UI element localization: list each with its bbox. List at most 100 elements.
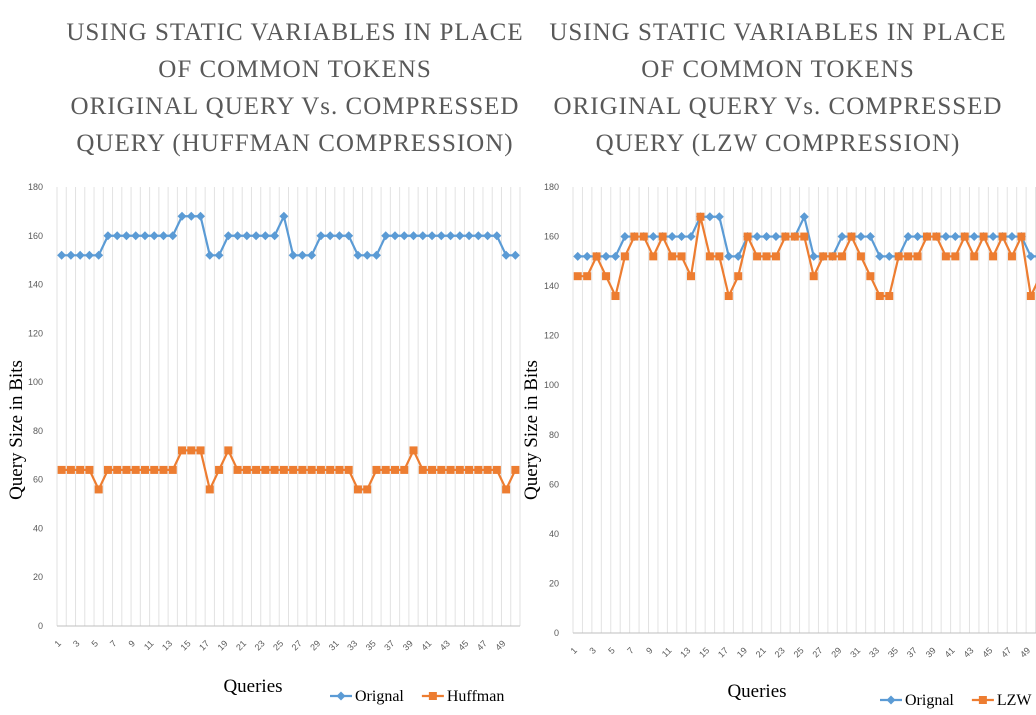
marker: [762, 232, 772, 242]
marker: [446, 465, 455, 474]
x-tick-label: 7: [108, 638, 119, 649]
marker: [809, 251, 819, 261]
marker: [57, 250, 67, 260]
marker: [960, 232, 969, 241]
x-tick-label: 11: [660, 645, 674, 659]
legend-label: Orignal: [905, 692, 954, 709]
marker: [418, 465, 427, 474]
marker: [492, 231, 502, 241]
marker: [418, 231, 428, 241]
marker: [687, 272, 695, 281]
marker: [610, 251, 620, 261]
marker: [353, 250, 363, 260]
chart-title: ORIGINAL QUERY Vs. COMPRESSED: [554, 93, 1003, 120]
marker: [158, 231, 168, 241]
marker: [686, 232, 696, 242]
marker: [261, 465, 270, 474]
chart-title: QUERY (LZW COMPRESSION): [596, 130, 961, 157]
x-tick-label: 9: [644, 645, 655, 656]
marker: [970, 252, 979, 261]
marker: [602, 272, 611, 281]
marker: [923, 232, 931, 241]
x-tick-label: 17: [716, 645, 730, 659]
marker: [1026, 251, 1036, 261]
x-tick-label: 47: [999, 645, 1013, 659]
marker: [252, 465, 261, 474]
x-tick-label: 49: [493, 638, 507, 652]
marker: [989, 252, 998, 261]
marker: [913, 252, 922, 261]
marker: [474, 465, 483, 474]
x-tick-label: 23: [773, 645, 787, 659]
marker: [724, 251, 734, 261]
x-tick-label: 43: [438, 638, 452, 652]
marker: [205, 485, 214, 494]
marker: [168, 465, 177, 474]
marker: [583, 272, 592, 281]
x-tick-label: 33: [867, 645, 881, 659]
marker: [1026, 292, 1035, 301]
x-tick-label: 45: [456, 638, 470, 652]
chart: USING STATIC VARIABLES IN PLACE OF COMMON…: [521, 19, 1036, 709]
marker: [752, 232, 762, 242]
marker: [904, 252, 913, 261]
y-tick-label: 40: [549, 529, 559, 539]
x-tick-label: 49: [1018, 645, 1032, 659]
x-tick-label: 43: [961, 645, 975, 659]
marker: [381, 231, 391, 241]
marker: [800, 232, 809, 241]
x-tick-label: 1: [569, 645, 580, 656]
marker: [289, 465, 298, 474]
marker: [437, 465, 446, 474]
marker: [223, 231, 233, 241]
y-tick-label: 180: [544, 182, 559, 192]
marker: [501, 250, 511, 260]
marker: [94, 485, 103, 494]
marker: [837, 232, 847, 242]
marker: [573, 251, 583, 261]
marker: [866, 272, 875, 281]
marker: [149, 231, 159, 241]
x-tick-label: 1: [52, 638, 63, 649]
x-tick-label: 29: [829, 645, 843, 659]
marker: [122, 465, 131, 474]
marker: [131, 465, 140, 474]
marker: [828, 252, 837, 261]
marker: [307, 250, 317, 260]
marker: [436, 231, 446, 241]
chart-title: OF COMMON TOKENS: [641, 56, 914, 83]
marker: [103, 465, 112, 474]
y-tick-label: 80: [549, 430, 559, 440]
marker: [224, 446, 233, 455]
x-tick-label: 7: [625, 645, 636, 656]
marker: [409, 446, 418, 455]
marker: [288, 250, 298, 260]
x-tick-label: 13: [678, 645, 692, 659]
marker: [696, 212, 705, 221]
x-tick-label: 3: [71, 638, 82, 649]
marker: [196, 446, 205, 455]
marker: [214, 250, 224, 260]
marker: [734, 272, 743, 281]
x-axis-label: Queries: [223, 676, 282, 697]
x-tick-label: 27: [290, 638, 304, 652]
y-tick-label: 180: [28, 182, 43, 192]
marker: [399, 231, 409, 241]
x-tick-label: 39: [924, 645, 938, 659]
marker: [66, 465, 75, 474]
x-tick-label: 21: [754, 645, 768, 659]
marker: [714, 212, 724, 222]
marker: [951, 252, 960, 261]
chart-title: OF COMMON TOKENS: [158, 56, 431, 83]
y-tick-label: 120: [544, 331, 559, 341]
marker: [620, 252, 629, 261]
marker: [372, 465, 381, 474]
marker: [1007, 252, 1016, 261]
x-tick-label: 5: [89, 638, 100, 649]
legend-label: Orignal: [355, 688, 404, 705]
marker: [113, 465, 122, 474]
marker: [856, 252, 865, 261]
marker: [465, 465, 474, 474]
marker: [913, 232, 923, 242]
marker: [903, 232, 913, 242]
